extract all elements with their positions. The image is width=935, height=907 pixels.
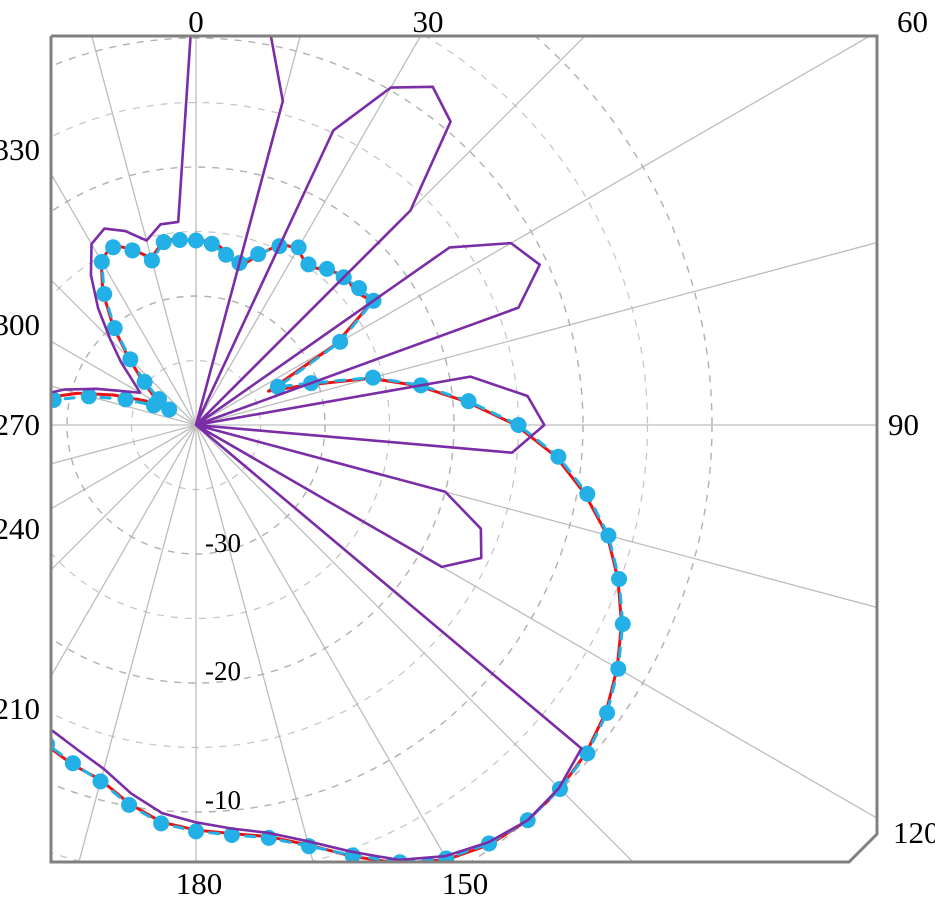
data-point-marker <box>117 391 134 408</box>
data-point-marker <box>300 256 317 273</box>
angular-tick-label-300: 300 <box>0 307 40 342</box>
data-point-marker <box>92 773 109 790</box>
data-point-marker <box>188 823 204 840</box>
angular-tick-label-270: 270 <box>0 407 40 442</box>
angular-gridline <box>51 424 197 510</box>
data-point-marker <box>151 391 168 408</box>
data-point-marker <box>599 704 616 721</box>
data-point-marker <box>332 333 349 350</box>
angular-tick-label-210: 210 <box>0 691 40 726</box>
data-point-marker <box>351 280 368 297</box>
data-point-marker <box>579 745 596 762</box>
axes-frame <box>49 34 879 864</box>
angular-gridline <box>195 36 422 426</box>
data-point-marker <box>319 260 336 277</box>
angular-gridline <box>195 424 877 819</box>
angular-tick-label-240: 240 <box>0 511 40 546</box>
radial-tick-label-neg30: -30 <box>205 528 241 558</box>
angular-tick-label-180: 180 <box>175 866 223 901</box>
data-group <box>0 36 631 862</box>
data-point-marker <box>610 660 627 677</box>
radial-gridline-minor <box>51 230 391 620</box>
data-point-marker <box>155 234 172 251</box>
angular-gridline <box>78 424 197 862</box>
series-line-measured-red <box>51 237 624 862</box>
angular-tick-label-120: 120 <box>893 815 935 850</box>
series-line-theory-purple <box>51 36 583 862</box>
data-point-marker <box>106 320 123 337</box>
angular-tick-label-90: 90 <box>888 407 919 442</box>
series-line-simulated-cyan <box>51 238 625 862</box>
data-point-marker <box>153 815 170 832</box>
data-point-marker <box>614 615 631 632</box>
data-point-marker <box>250 246 267 263</box>
data-point-marker <box>64 755 81 772</box>
angular-gridline <box>91 36 197 426</box>
angular-gridline <box>51 424 197 678</box>
angular-tick-label-330: 330 <box>0 132 40 167</box>
radial-tick-label-neg10: -10 <box>205 785 241 815</box>
data-point-marker <box>600 527 617 544</box>
data-point-marker <box>364 369 381 386</box>
data-point-marker <box>188 232 204 249</box>
data-point-marker <box>80 388 97 405</box>
data-point-marker <box>51 391 62 408</box>
data-point-marker <box>161 401 178 418</box>
angular-gridline <box>195 241 877 426</box>
data-point-marker <box>550 448 567 465</box>
angular-gridline <box>195 36 586 426</box>
data-point-marker <box>218 246 235 263</box>
data-point-marker <box>290 239 307 256</box>
data-point-marker <box>121 796 138 813</box>
angular-gridline <box>51 172 197 426</box>
angular-tick-label-60: 60 <box>897 4 928 39</box>
data-point-marker <box>203 235 220 252</box>
data-point-marker <box>93 253 110 270</box>
data-point-marker <box>136 373 153 390</box>
angular-gridline <box>51 340 197 426</box>
data-point-marker <box>96 285 113 302</box>
angular-gridline <box>51 279 197 426</box>
data-point-marker <box>611 570 628 587</box>
radial-gridline <box>51 37 584 813</box>
data-point-marker <box>143 252 160 269</box>
data-point-marker <box>51 737 56 752</box>
angular-tick-label-30: 30 <box>412 4 444 39</box>
series-markers-simulated-cyan <box>0 231 631 862</box>
radial-tick-label-neg20: -20 <box>205 656 241 686</box>
data-point-marker <box>171 231 188 248</box>
radial-gridline <box>66 295 326 555</box>
radial-gridline-minor <box>130 359 262 491</box>
data-point-marker <box>223 826 240 843</box>
angular-tick-label-0: 0 <box>188 4 204 39</box>
angular-gridline <box>195 424 314 862</box>
data-point-marker <box>269 378 286 395</box>
data-point-marker <box>510 417 527 433</box>
radial-gridline <box>468 36 713 862</box>
radial-gridline <box>51 166 455 684</box>
data-point-marker <box>0 652 7 668</box>
angular-gridline <box>195 424 450 862</box>
angular-gridline <box>51 424 197 571</box>
data-point-marker <box>105 239 122 256</box>
data-point-marker <box>460 393 477 410</box>
data-point-marker <box>124 242 141 259</box>
angular-tick-label-150: 150 <box>441 866 489 901</box>
angular-gridline <box>195 36 872 426</box>
data-point-marker <box>579 485 596 502</box>
data-point-marker <box>122 351 139 368</box>
radial-gridline-minor <box>51 36 648 862</box>
angular-gridline <box>195 424 634 862</box>
